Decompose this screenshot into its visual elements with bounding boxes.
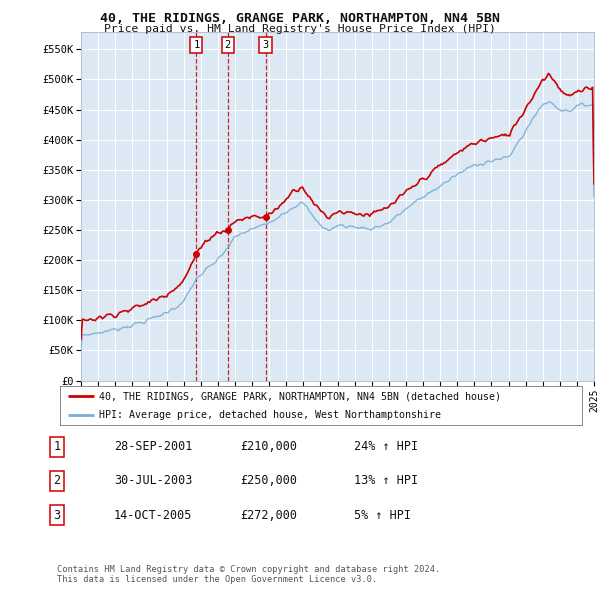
- Text: 28-SEP-2001: 28-SEP-2001: [114, 440, 193, 453]
- Text: 1: 1: [193, 40, 200, 50]
- Text: 40, THE RIDINGS, GRANGE PARK, NORTHAMPTON, NN4 5BN (detached house): 40, THE RIDINGS, GRANGE PARK, NORTHAMPTO…: [99, 391, 501, 401]
- Text: 3: 3: [262, 40, 269, 50]
- Text: 40, THE RIDINGS, GRANGE PARK, NORTHAMPTON, NN4 5BN: 40, THE RIDINGS, GRANGE PARK, NORTHAMPTO…: [100, 12, 500, 25]
- Text: 1: 1: [53, 440, 61, 453]
- Text: 3: 3: [53, 509, 61, 522]
- Text: HPI: Average price, detached house, West Northamptonshire: HPI: Average price, detached house, West…: [99, 410, 441, 420]
- Text: 30-JUL-2003: 30-JUL-2003: [114, 474, 193, 487]
- Text: Contains HM Land Registry data © Crown copyright and database right 2024.
This d: Contains HM Land Registry data © Crown c…: [57, 565, 440, 584]
- Text: Price paid vs. HM Land Registry's House Price Index (HPI): Price paid vs. HM Land Registry's House …: [104, 24, 496, 34]
- Text: 13% ↑ HPI: 13% ↑ HPI: [354, 474, 418, 487]
- Text: £272,000: £272,000: [240, 509, 297, 522]
- Text: 2: 2: [53, 474, 61, 487]
- Text: 2: 2: [224, 40, 231, 50]
- Text: £250,000: £250,000: [240, 474, 297, 487]
- Text: 24% ↑ HPI: 24% ↑ HPI: [354, 440, 418, 453]
- Text: £210,000: £210,000: [240, 440, 297, 453]
- Text: 5% ↑ HPI: 5% ↑ HPI: [354, 509, 411, 522]
- Text: 14-OCT-2005: 14-OCT-2005: [114, 509, 193, 522]
